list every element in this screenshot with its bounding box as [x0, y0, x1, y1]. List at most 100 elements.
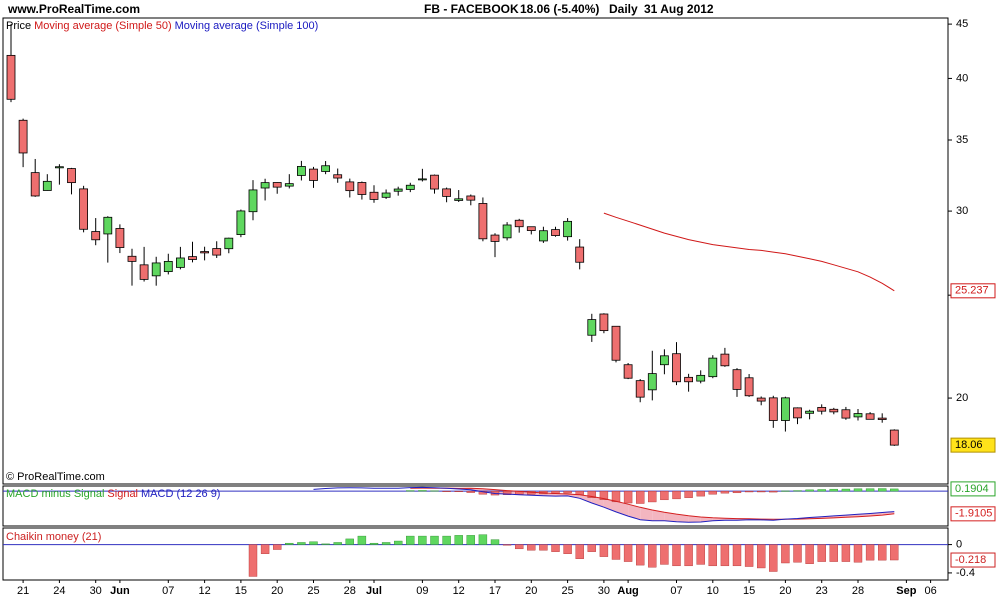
bar — [260, 544, 270, 554]
candle-body — [139, 264, 149, 280]
y-tick-label: 30 — [956, 205, 968, 217]
candle-body — [793, 407, 802, 419]
y-tick-label: 35 — [956, 134, 968, 146]
candle-body — [357, 182, 367, 195]
candle-body — [781, 397, 790, 421]
legend: Price Moving average (Simple 50) Moving av… — [6, 20, 318, 32]
legend-entry: Moving average (Simple 50) — [34, 20, 172, 32]
histogram-bar — [793, 490, 802, 492]
candle-body — [768, 397, 778, 421]
candle-body — [224, 237, 234, 250]
value-label-box — [950, 506, 996, 522]
candle-body — [175, 257, 185, 268]
bar — [817, 544, 826, 562]
bar — [793, 544, 802, 563]
bar — [539, 544, 548, 551]
bar — [696, 544, 705, 565]
candle-body — [127, 255, 137, 262]
candle-body — [103, 216, 113, 235]
histogram-bar — [696, 490, 705, 497]
candle-body — [55, 166, 64, 169]
bar — [418, 535, 427, 545]
bar — [502, 544, 512, 546]
candle-body — [805, 410, 814, 414]
x-tick-label: 30 — [90, 585, 102, 597]
candle-body — [720, 353, 730, 367]
x-tick-label: 21 — [17, 585, 29, 597]
candle-body — [67, 168, 76, 184]
histogram-bar — [587, 490, 596, 498]
histogram-bar — [744, 490, 754, 493]
x-tick-label: 15 — [235, 585, 247, 597]
bar — [515, 544, 524, 550]
bar — [599, 544, 609, 557]
candle-body — [539, 230, 548, 242]
macd-signal-fill — [664, 512, 677, 522]
histogram-bar — [430, 490, 439, 492]
bar — [769, 544, 778, 572]
candle-body — [490, 234, 500, 242]
value-label-box — [950, 552, 996, 568]
candle-body — [79, 188, 88, 230]
histogram-bar — [769, 490, 778, 493]
bar — [490, 539, 500, 545]
macd-signal-fill — [628, 504, 641, 520]
moving-average-line — [603, 212, 895, 292]
candle-body — [212, 248, 222, 256]
x-tick-label: 07 — [162, 585, 174, 597]
x-tick-label: 20 — [779, 585, 791, 597]
histogram-bar — [805, 489, 814, 492]
bar — [478, 534, 488, 545]
x-tick-label: 20 — [525, 585, 537, 597]
candle-body — [696, 374, 706, 382]
y-tick-label: 40 — [956, 72, 968, 84]
candle-body — [853, 413, 863, 418]
bar — [587, 544, 596, 552]
bar — [829, 544, 838, 562]
bar — [442, 535, 451, 545]
candle-body — [248, 189, 258, 213]
candle-body — [817, 406, 827, 412]
value-label-box — [950, 481, 996, 497]
indicator-line — [410, 487, 895, 520]
bar — [297, 542, 306, 545]
bar — [636, 544, 645, 566]
candle-body — [393, 188, 403, 192]
histogram-bar — [611, 490, 621, 503]
histogram-bar — [853, 488, 863, 492]
bar — [732, 544, 742, 567]
y-tick-label: 45 — [956, 18, 968, 30]
x-tick-label: Jun — [110, 585, 130, 597]
candle-body — [417, 178, 427, 181]
candle-body — [6, 54, 16, 100]
histogram-bar — [623, 490, 633, 504]
candle-body — [841, 409, 851, 419]
x-tick-label: 25 — [561, 585, 573, 597]
candle-body — [732, 369, 742, 390]
candle-body — [744, 377, 754, 397]
bar — [575, 544, 584, 559]
x-tick-label: 20 — [271, 585, 283, 597]
macd-signal-fill — [652, 510, 665, 521]
bar — [406, 535, 415, 545]
histogram-bar — [454, 490, 463, 492]
candle-body — [284, 183, 294, 187]
bar — [551, 544, 560, 552]
candle-body — [115, 228, 125, 248]
candle-body — [91, 231, 101, 241]
histogram-bar — [442, 490, 451, 492]
candle-body — [405, 184, 415, 190]
bar — [648, 544, 657, 568]
bar — [660, 544, 669, 565]
candle-body — [30, 172, 40, 197]
y-tick-label: 20 — [956, 392, 968, 404]
watermark: © ProRealTime.com — [6, 471, 105, 483]
histogram-bar — [599, 490, 609, 500]
bar — [321, 543, 330, 545]
bar — [623, 544, 633, 562]
histogram-bar — [660, 490, 669, 501]
histogram-bar — [563, 490, 572, 494]
bar — [563, 544, 572, 554]
bar — [357, 535, 367, 545]
